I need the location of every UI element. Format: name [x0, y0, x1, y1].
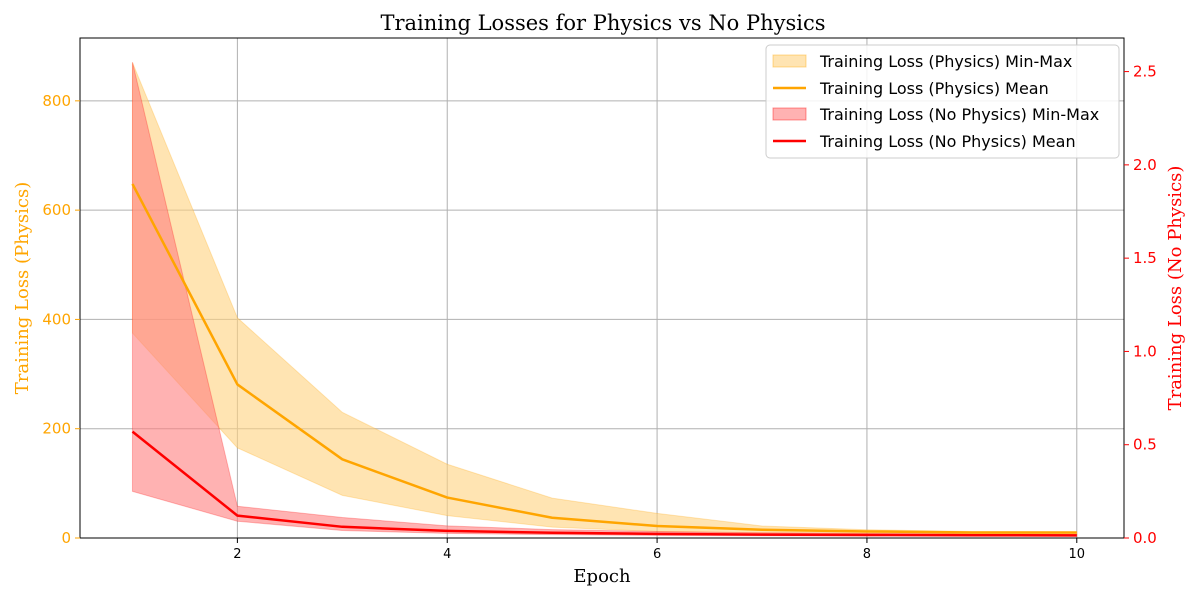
left-y-axis-label: Training Loss (Physics) [12, 182, 33, 395]
left-y-tick-label: 200 [42, 420, 71, 438]
right-y-tick-label: 1.0 [1133, 342, 1157, 360]
physics-mean-line [131, 183, 1077, 534]
legend-box [765, 44, 1120, 159]
right-y-tick-label: 2.0 [1133, 156, 1157, 174]
right-y-tick-label: 1.5 [1133, 249, 1157, 267]
x-tick-label: 10 [1069, 547, 1086, 562]
legend-swatch-physics-band [772, 54, 807, 68]
legend-label-nophysics-band: Training Loss (No Physics) Min-Max [819, 105, 1099, 124]
nophysics-mean-line [131, 430, 1077, 537]
mean-lines [131, 183, 1077, 537]
right-y-tick-label: 0.0 [1133, 529, 1157, 547]
left-y-tick-label: 400 [42, 310, 71, 328]
x-axis-label: Epoch [573, 566, 631, 587]
legend-label-physics-band: Training Loss (Physics) Min-Max [819, 52, 1072, 71]
x-tick-label: 8 [863, 547, 871, 562]
x-tick-label: 4 [443, 547, 451, 562]
x-tick-label: 2 [233, 547, 241, 562]
left-y-tick-label: 600 [42, 201, 71, 219]
right-y-axis-ticks: 0.0 0.5 1.0 1.5 2.0 2.5 [1124, 63, 1157, 547]
right-y-axis-label: Training Loss (No Physics) [1165, 166, 1186, 411]
right-y-tick-label: 2.5 [1133, 63, 1157, 81]
legend-swatch-nophysics-band [772, 107, 807, 121]
legend-label-physics-mean: Training Loss (Physics) Mean [819, 79, 1049, 98]
left-y-tick-label: 800 [42, 92, 71, 110]
legend: Training Loss (Physics) Min-Max Training… [765, 44, 1120, 159]
x-axis-ticks: 2 4 6 8 10 [233, 538, 1085, 562]
plot-frame [79, 37, 1125, 539]
chart-title: Training Losses for Physics vs No Physic… [380, 11, 825, 35]
x-tick-label: 6 [653, 547, 661, 562]
legend-label-nophysics-mean: Training Loss (No Physics) Mean [819, 132, 1076, 151]
left-y-tick-label: 0 [61, 529, 71, 547]
left-y-axis-ticks: 0 200 400 600 800 [42, 92, 80, 547]
right-y-tick-label: 0.5 [1133, 436, 1157, 454]
